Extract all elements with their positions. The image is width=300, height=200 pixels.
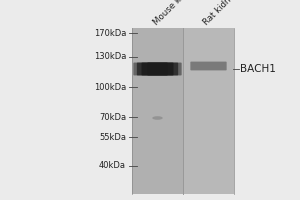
FancyBboxPatch shape bbox=[190, 62, 227, 70]
Text: 55kDa: 55kDa bbox=[99, 133, 126, 142]
Text: BACH1: BACH1 bbox=[240, 64, 276, 74]
FancyBboxPatch shape bbox=[137, 63, 178, 75]
FancyBboxPatch shape bbox=[133, 63, 182, 75]
Text: 40kDa: 40kDa bbox=[99, 162, 126, 170]
Bar bbox=[132, 28, 183, 194]
Text: 170kDa: 170kDa bbox=[94, 28, 126, 38]
Ellipse shape bbox=[152, 116, 163, 120]
Text: Rat kidney: Rat kidney bbox=[202, 0, 241, 27]
Text: 130kDa: 130kDa bbox=[94, 52, 126, 61]
Text: Mouse kidney: Mouse kidney bbox=[151, 0, 200, 27]
Text: 100kDa: 100kDa bbox=[94, 83, 126, 92]
Bar bbox=[183, 28, 234, 194]
Text: 70kDa: 70kDa bbox=[99, 112, 126, 121]
FancyBboxPatch shape bbox=[147, 63, 168, 75]
FancyBboxPatch shape bbox=[142, 63, 173, 75]
